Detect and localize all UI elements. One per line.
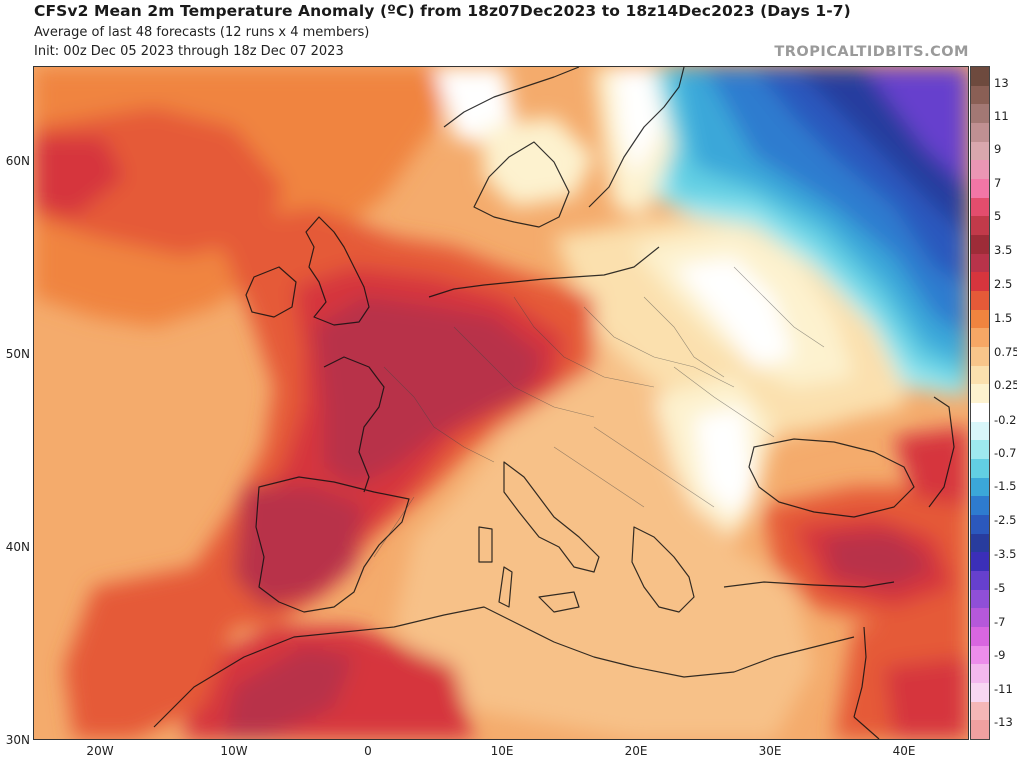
colorbar-segment xyxy=(971,571,989,591)
colorbar-segment xyxy=(971,440,989,460)
colorbar-segment xyxy=(971,104,989,124)
colorbar-segment xyxy=(971,365,989,385)
colorbar-segment xyxy=(971,701,989,721)
lon-label-10w: 10W xyxy=(220,744,248,758)
colorbar-label: -3.5 xyxy=(994,547,1017,561)
colorbar-label: -5 xyxy=(994,581,1006,595)
colorbar-segment xyxy=(971,272,989,292)
colorbar-segment xyxy=(971,347,989,367)
lon-label-40e: 40E xyxy=(892,744,916,758)
colorbar-segment xyxy=(971,197,989,217)
lon-label-20e: 20E xyxy=(624,744,648,758)
colorbar-segment xyxy=(971,253,989,273)
subtitle-init-time: Init: 00z Dec 05 2023 through 18z Dec 07… xyxy=(34,44,344,59)
colorbar xyxy=(970,66,990,740)
colorbar-segment xyxy=(971,627,989,647)
colorbar-label: -0.25 xyxy=(994,413,1017,427)
colorbar-segment xyxy=(971,179,989,199)
colorbar-segment xyxy=(971,645,989,665)
colorbar-segment xyxy=(971,160,989,180)
colorbar-segment xyxy=(971,533,989,553)
colorbar-segment xyxy=(971,421,989,441)
colorbar-segment xyxy=(971,291,989,311)
colorbar-segment xyxy=(971,664,989,684)
colorbar-label: 13 xyxy=(994,76,1009,90)
colorbar-segment xyxy=(971,67,989,87)
colorbar-segment xyxy=(971,384,989,404)
colorbar-segment xyxy=(971,141,989,161)
colorbar-segment xyxy=(971,515,989,535)
colorbar-segment xyxy=(971,85,989,105)
colorbar-segment xyxy=(971,720,989,740)
colorbar-segment xyxy=(971,309,989,329)
colorbar-segment xyxy=(971,683,989,703)
lon-label-10e: 10E xyxy=(490,744,514,758)
colorbar-label: 11 xyxy=(994,109,1009,123)
lon-label-0: 0 xyxy=(364,744,372,758)
colorbar-label: 9 xyxy=(994,142,1002,156)
colorbar-label: -0.75 xyxy=(994,446,1017,460)
colorbar-label: 2.5 xyxy=(994,277,1013,291)
colorbar-segment xyxy=(971,589,989,609)
colorbar-segment xyxy=(971,235,989,255)
colorbar-label: -1.5 xyxy=(994,479,1017,493)
colorbar-label: -13 xyxy=(994,715,1013,729)
temperature-anomaly-map xyxy=(33,66,969,740)
lon-label-20w: 20W xyxy=(86,744,114,758)
colorbar-label: 1.5 xyxy=(994,311,1013,325)
subtitle-forecast-average: Average of last 48 forecasts (12 runs x … xyxy=(34,25,370,40)
colorbar-label: -9 xyxy=(994,648,1006,662)
lat-label-50n: 50N xyxy=(5,347,30,361)
colorbar-label: -2.5 xyxy=(994,513,1017,527)
colorbar-segment xyxy=(971,496,989,516)
colorbar-label: 3.5 xyxy=(994,243,1013,257)
lat-label-30n: 30N xyxy=(5,733,30,747)
site-credit: TROPICALTIDBITS.COM xyxy=(774,44,969,60)
colorbar-label: 7 xyxy=(994,176,1002,190)
colorbar-label: 0.75 xyxy=(994,345,1017,359)
lon-label-30e: 30E xyxy=(758,744,782,758)
colorbar-segment xyxy=(971,608,989,628)
colorbar-segment xyxy=(971,403,989,423)
colorbar-label: -11 xyxy=(994,682,1013,696)
lat-label-60n: 60N xyxy=(5,154,30,168)
colorbar-segment xyxy=(971,477,989,497)
colorbar-segment xyxy=(971,552,989,572)
colorbar-segment xyxy=(971,459,989,479)
colorbar-label: 5 xyxy=(994,209,1002,223)
colorbar-label: -7 xyxy=(994,615,1006,629)
colorbar-segment xyxy=(971,328,989,348)
colorbar-segment xyxy=(971,123,989,143)
lat-label-40n: 40N xyxy=(5,540,30,554)
colorbar-segment xyxy=(971,216,989,236)
page-title: CFSv2 Mean 2m Temperature Anomaly (ºC) f… xyxy=(34,2,851,20)
colorbar-label: 0.25 xyxy=(994,378,1017,392)
